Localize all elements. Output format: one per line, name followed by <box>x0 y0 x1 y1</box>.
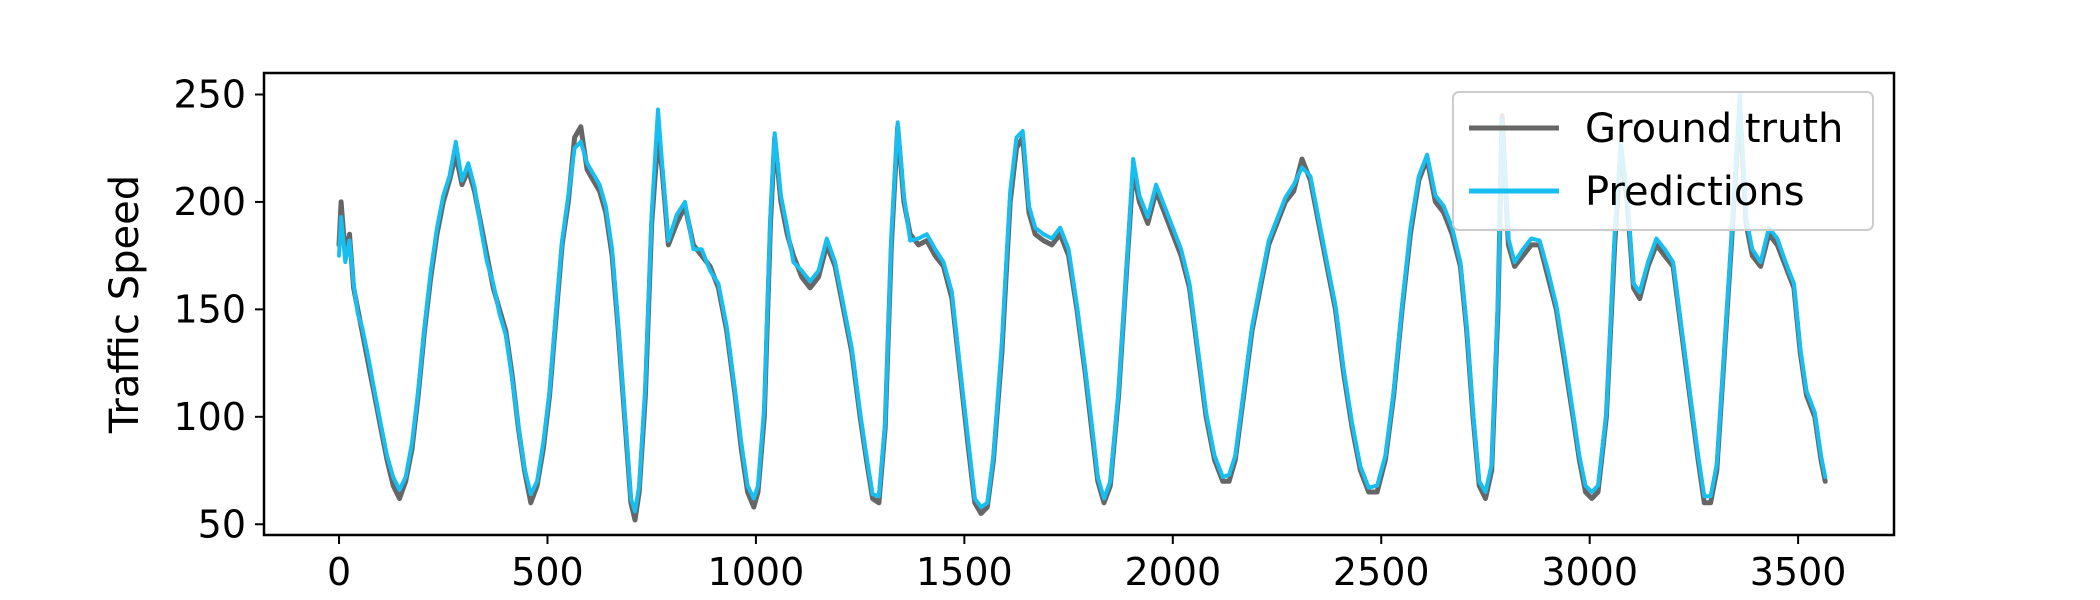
x-tick-label: 500 <box>511 550 584 594</box>
y-tick-label: 200 <box>173 180 246 224</box>
x-tick-label: 0 <box>327 550 351 594</box>
y-axis: 50 100 150 200 250 <box>173 72 264 546</box>
x-tick-label: 1000 <box>708 550 805 594</box>
plot-frame <box>262 71 1896 537</box>
x-tick-label: 2500 <box>1333 550 1430 594</box>
x-tick-label: 3500 <box>1750 550 1847 594</box>
x-tick-label: 1500 <box>916 550 1013 594</box>
series-line-predictions <box>337 92 1828 514</box>
y-tick-label: 150 <box>173 287 246 331</box>
y-tick-label: 250 <box>173 72 246 116</box>
x-tick-label: 3000 <box>1541 550 1638 594</box>
y-tick-label: 100 <box>173 395 246 439</box>
y-axis-label: Traffic Speed <box>102 175 148 434</box>
x-axis: 0 500 1000 1500 2000 2500 3000 3500 <box>327 535 1847 594</box>
legend: Ground truth Predictions <box>1452 91 1874 231</box>
legend-label: Ground truth <box>1585 106 1843 152</box>
x-tick-label: 2000 <box>1124 550 1221 594</box>
legend-label: Predictions <box>1585 169 1805 215</box>
y-tick-label: 50 <box>198 502 246 546</box>
